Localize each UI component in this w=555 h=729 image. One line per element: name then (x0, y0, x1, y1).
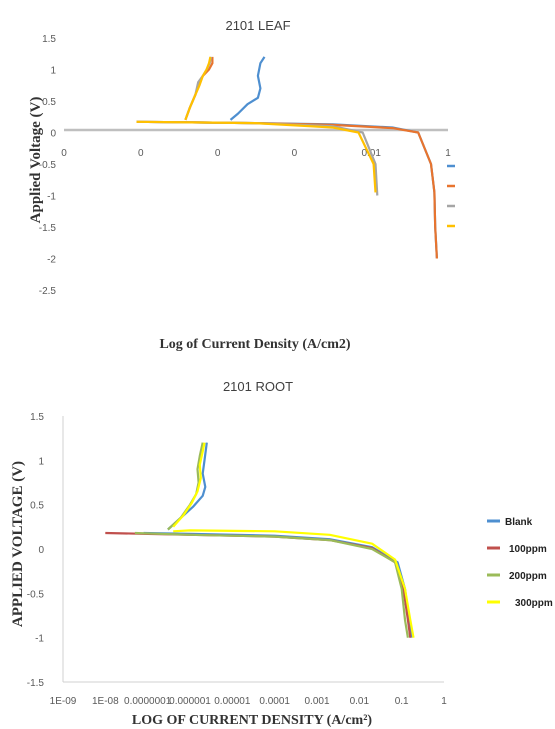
root-legend-label: 300ppm (515, 598, 553, 609)
leaf-series-line (229, 56, 266, 121)
root-legend-label: 100ppm (509, 544, 547, 555)
leaf-y-tick-label: 0.5 (42, 97, 56, 108)
root-x-tick-label: 0.000001 (169, 696, 211, 707)
root-x-axis-label: LOG OF CURRENT DENSITY (A/cm²) (132, 713, 372, 728)
leaf-y-tick-label: -1 (47, 192, 56, 203)
root-legend-label: Blank (505, 517, 533, 528)
leaf-x-axis-label: Log of Current Density (A/cm2) (159, 337, 350, 352)
leaf-y-tick-label: -1.5 (39, 223, 57, 234)
leaf-chart: 2101 LEAF Applied Voltage (V) Log of Cur… (28, 18, 455, 352)
root-y-tick-label: -1 (35, 634, 44, 645)
root-x-tick-label: 1 (441, 696, 447, 707)
leaf-y-tick-label: 1.5 (42, 34, 56, 45)
root-x-tick-label: 0.1 (395, 696, 409, 707)
root-y-tick-label: 1.5 (30, 412, 44, 423)
root-x-tick-label: 0.001 (304, 696, 329, 707)
root-series-group (105, 442, 415, 638)
root-y-tick-label: 0 (38, 545, 44, 556)
leaf-series-line (184, 56, 212, 121)
leaf-y-tick-label: 0 (50, 129, 56, 140)
root-chart: 2101 ROOT APPLIED VOLTAGE (V) LOG OF CUR… (10, 379, 553, 728)
leaf-y-tick-label: -2 (47, 255, 56, 266)
root-y-tick-label: -0.5 (27, 589, 45, 600)
leaf-y-tick-label: -2.5 (39, 286, 57, 297)
leaf-chart-title: 2101 LEAF (225, 18, 290, 33)
leaf-y-axis-label: Applied Voltage (V) (28, 97, 44, 224)
root-y-axis-label: APPLIED VOLTAGE (V) (10, 461, 26, 627)
leaf-y-ticks: 1.5 1 0.5 0 -0.5 -1 -1.5 -2 -2.5 (39, 34, 57, 297)
leaf-series-line (136, 120, 438, 259)
leaf-series-group (136, 56, 438, 259)
leaf-series-line (136, 120, 438, 259)
root-x-tick-label: 0.0000001 (124, 696, 172, 707)
root-x-tick-label: 0.01 (350, 696, 370, 707)
leaf-x-tick-label: 1 (445, 148, 451, 159)
root-series-line (105, 531, 412, 638)
root-y-tick-label: -1.5 (27, 678, 45, 689)
leaf-series-line (136, 120, 377, 193)
root-legend-label: 200ppm (509, 571, 547, 582)
root-x-tick-label: 1E-09 (50, 696, 77, 707)
root-series-line (173, 529, 415, 638)
leaf-x-tick-label: 0 (138, 148, 144, 159)
leaf-x-tick-label: 0 (292, 148, 298, 159)
leaf-y-tick-label: 1 (50, 66, 56, 77)
root-legend: Blank 100ppm 200ppm 300ppm (487, 517, 553, 609)
root-x-tick-label: 0.00001 (214, 696, 251, 707)
leaf-legend (447, 164, 455, 228)
leaf-x-tick-label: 0 (61, 148, 67, 159)
root-x-tick-label: 1E-08 (92, 696, 119, 707)
root-series-line (134, 531, 409, 638)
root-series-line (172, 442, 206, 528)
root-y-tick-label: 0.5 (30, 501, 44, 512)
leaf-x-tick-label: 0 (215, 148, 221, 159)
leaf-x-ticks: 0 0 0 0 0.01 1 (61, 148, 451, 159)
root-y-ticks: 1.5 1 0.5 0 -0.5 -1 -1.5 (27, 412, 45, 689)
root-x-tick-label: 0.0001 (259, 696, 290, 707)
root-y-tick-label: 1 (38, 456, 44, 467)
root-chart-title: 2101 ROOT (223, 379, 293, 394)
leaf-y-tick-label: -0.5 (39, 160, 57, 171)
root-series-line (167, 442, 204, 531)
leaf-series-line (136, 120, 379, 196)
